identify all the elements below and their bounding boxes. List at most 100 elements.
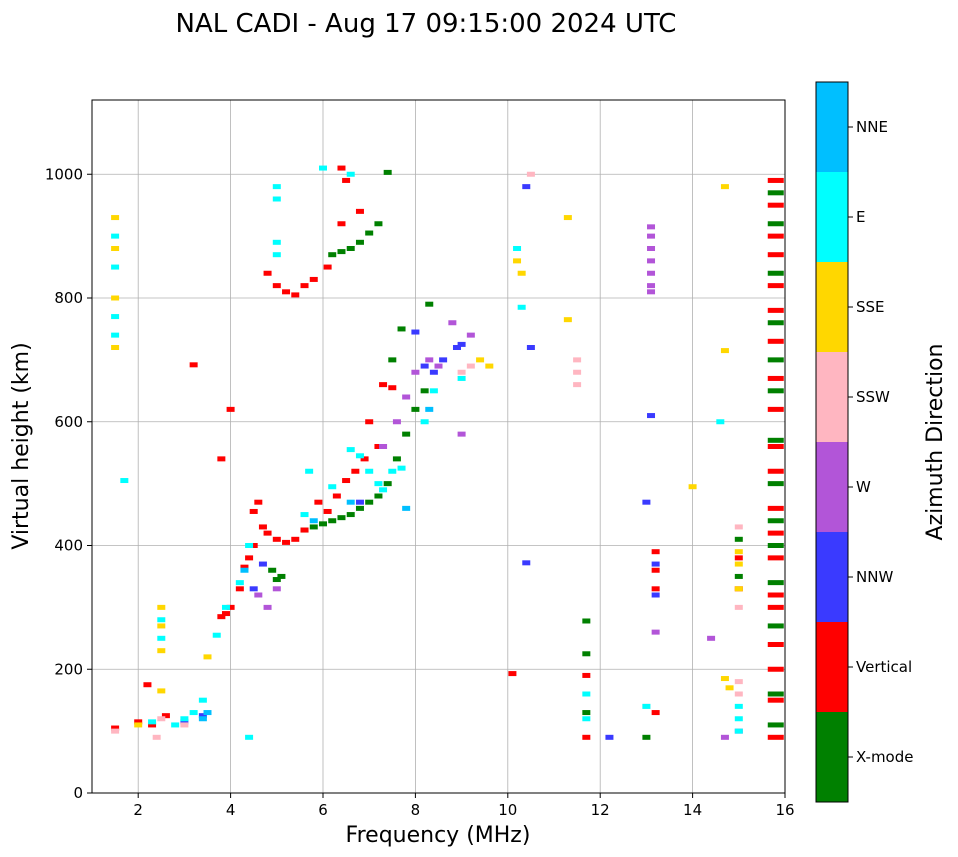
data-point [411,406,420,412]
data-point [734,536,743,542]
colorbar-tick-label: Vertical [856,658,912,676]
data-point [157,617,166,623]
data-point [374,493,383,499]
data-point [309,524,318,530]
data-point [439,357,448,363]
data-point [245,734,254,740]
data-point [452,345,461,350]
data-point [720,676,729,682]
data-point [734,691,743,697]
data-point [522,560,531,566]
data-point [240,564,249,570]
data-point [272,586,281,592]
data-point [111,233,120,239]
data-point [517,270,526,276]
data-point [767,270,784,276]
data-point [365,468,374,474]
data-point [734,716,743,722]
data-point [323,264,332,270]
data-point [402,431,411,437]
data-point [189,710,198,716]
data-point [688,484,697,490]
data-point [342,177,351,183]
data-point [388,357,397,363]
data-point [767,283,784,289]
data-point [767,252,784,258]
data-point [767,592,784,598]
data-point [152,734,161,740]
data-point [203,710,212,716]
data-point [111,246,120,251]
data-point [642,734,651,740]
data-point [226,406,235,412]
colorbar-swatch [816,82,848,172]
x-axis-label: Frequency (MHz) [346,823,531,848]
data-point [526,345,535,350]
data-point [767,437,784,443]
colorbar-swatch [816,622,848,712]
colorbar-swatch [816,712,848,802]
chart-title: NAL CADI - Aug 17 09:15:00 2024 UTC [176,9,677,39]
data-point [388,468,397,474]
data-point [448,320,457,326]
data-point [355,499,364,505]
data-point [734,573,743,579]
data-point [582,716,591,722]
series-vertical [111,165,784,740]
data-point [402,505,411,511]
data-point [720,734,729,740]
grid-layer [92,100,786,794]
data-point [212,632,221,638]
data-point [647,283,656,289]
data-point [767,357,784,363]
data-point [346,171,355,177]
data-point [355,453,364,459]
data-point [249,508,258,514]
data-point [328,252,337,258]
data-point [582,710,591,716]
data-point [642,703,651,709]
data-point [365,230,374,236]
data-point [161,713,170,719]
data-point [355,239,364,245]
data-point [249,586,258,592]
data-point [767,233,784,239]
data-point [642,499,651,505]
data-point [720,348,729,354]
data-point [563,215,572,221]
data-point [263,270,272,276]
data-point [767,202,784,208]
data-point [272,536,281,542]
data-point [319,521,327,527]
data-point [157,688,166,694]
data-point [388,385,397,391]
data-point [707,635,716,641]
data-point [346,499,355,505]
colorbar: X-mode Vertical NNW W SSW SSE E NNE [815,81,913,803]
data-point [300,283,309,289]
data-point [411,329,420,335]
data-point [254,499,263,505]
data-point [651,592,660,598]
colorbar-tick-label: NNE [856,118,888,136]
data-point [563,317,572,323]
data-point [282,539,291,545]
data-point [651,549,660,555]
data-point [337,249,346,255]
data-point [374,444,383,449]
data-point [767,320,784,326]
data-point [767,555,784,561]
data-point [767,307,784,313]
data-point [346,512,355,518]
data-point [111,728,120,734]
data-point [651,567,660,573]
series-nnw [180,184,660,740]
axis-ticks: 2 4 6 8 10 12 14 16 0 200 400 600 800 1000 [45,165,795,819]
data-point [263,530,272,536]
data-point [397,326,406,332]
data-point [272,252,281,258]
data-point [332,493,341,499]
data-point [235,580,244,586]
data-point [319,165,327,171]
